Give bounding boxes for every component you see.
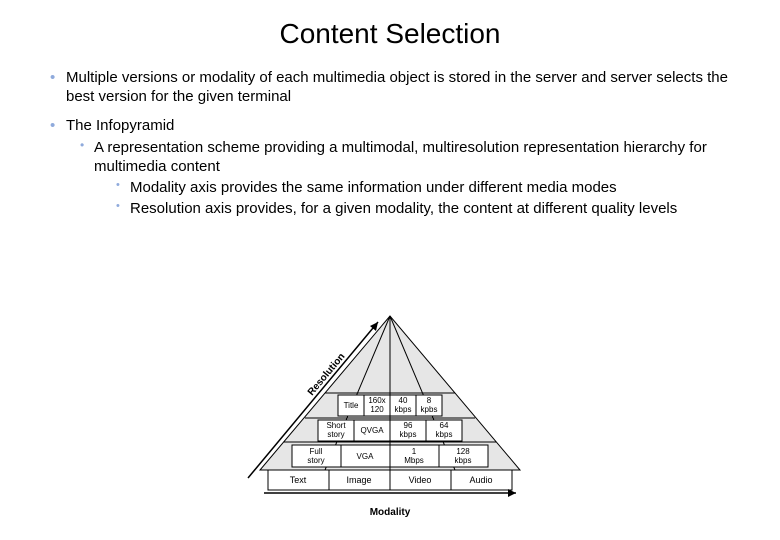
cell-r2-c2: QVGA bbox=[360, 426, 384, 435]
cell-r2-c4a: 64 bbox=[440, 421, 449, 430]
cell-r3-c4a: 128 bbox=[456, 447, 470, 456]
bullet-2-1: A representation scheme providing a mult… bbox=[80, 138, 736, 219]
cell-r2-c3b: kbps bbox=[400, 430, 417, 439]
cell-r2-c1a: Short bbox=[326, 421, 346, 430]
cell-r3-c1b: story bbox=[307, 456, 324, 465]
bullet-2: The Infopyramid A representation scheme … bbox=[48, 116, 736, 218]
cell-r3-c3b: Mbps bbox=[404, 456, 424, 465]
cell-r1-c3a: 40 bbox=[399, 396, 408, 405]
cell-r3-c4b: kbps bbox=[455, 456, 472, 465]
cell-r3-c2: VGA bbox=[357, 452, 375, 461]
cell-r2-c4b: kbps bbox=[436, 430, 453, 439]
cell-r2-c3a: 96 bbox=[404, 421, 413, 430]
col-text: Text bbox=[290, 475, 307, 485]
bullet-2-1-2: Resolution axis provides, for a given mo… bbox=[116, 199, 736, 218]
bullet-1: Multiple versions or modality of each mu… bbox=[48, 68, 736, 106]
cell-r1-c3b: kbps bbox=[395, 405, 412, 414]
bullet-list: Multiple versions or modality of each mu… bbox=[40, 68, 740, 218]
cell-r1-c1: Title bbox=[344, 401, 359, 410]
cell-r3-c1a: Full bbox=[310, 447, 323, 456]
col-video: Video bbox=[409, 475, 432, 485]
col-audio: Audio bbox=[469, 475, 492, 485]
modality-axis-label: Modality bbox=[220, 507, 560, 518]
bullet-2-1-1: Modality axis provides the same informat… bbox=[116, 178, 736, 197]
cell-r1-c4a: 8 bbox=[427, 396, 432, 405]
cell-r1-c2b: 120 bbox=[370, 405, 384, 414]
cell-r3-c3a: 1 bbox=[412, 447, 417, 456]
cell-r2-c1b: story bbox=[327, 430, 344, 439]
cell-r1-c2a: 160x bbox=[368, 396, 385, 405]
infopyramid: Resolution Title 160x 120 40 kbps 8 kpbs bbox=[0, 310, 780, 520]
bullet-2-text: The Infopyramid bbox=[66, 117, 174, 134]
slide-title: Content Selection bbox=[40, 18, 740, 50]
bullet-2-1-text: A representation scheme providing a mult… bbox=[94, 139, 707, 175]
cell-r1-c4b: kpbs bbox=[421, 405, 438, 414]
col-image: Image bbox=[346, 475, 371, 485]
